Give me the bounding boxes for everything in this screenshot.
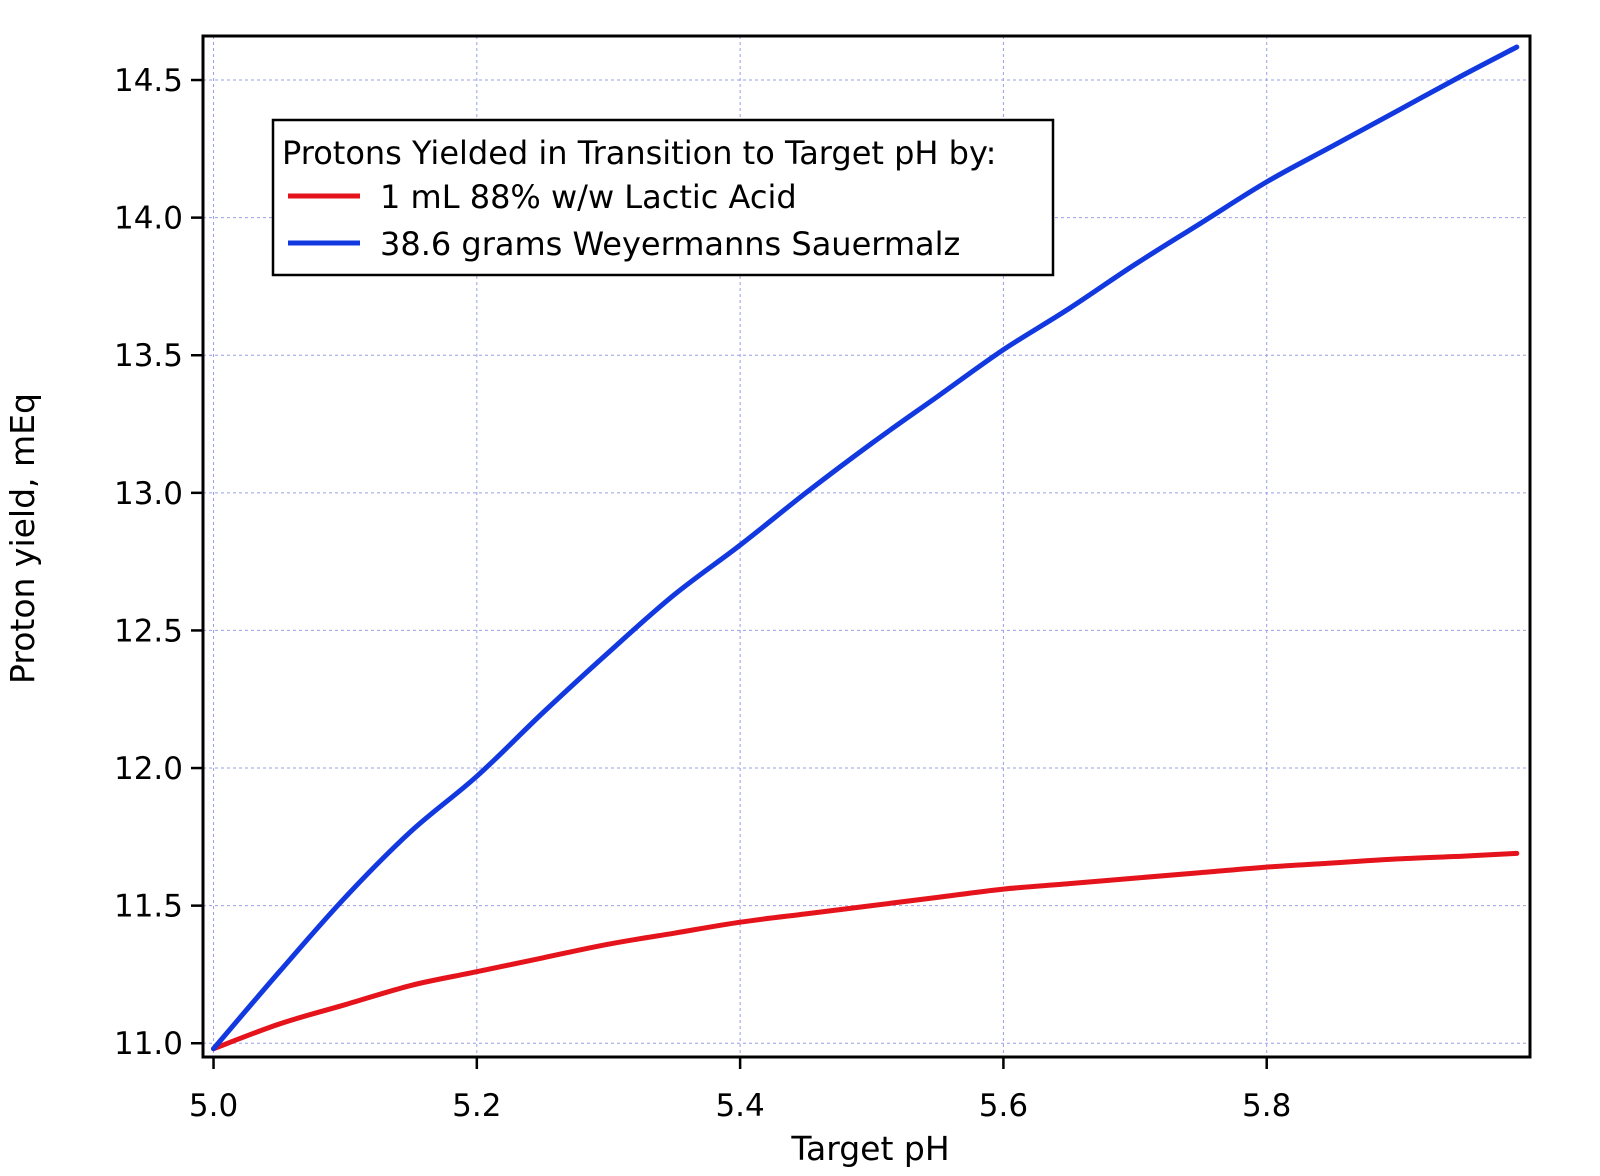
y-tick-label: 11.0 [114,1026,183,1062]
x-tick-label: 5.0 [189,1088,238,1124]
series-line-1 [211,850,1520,1052]
y-tick-label: 13.0 [114,476,183,512]
series-layer [211,44,1520,1052]
y-tick-label: 14.5 [114,63,183,99]
y-tick-label: 14.0 [114,201,183,237]
tick-marks [191,78,1268,1069]
legend-title: Protons Yielded in Transition to Target … [282,134,996,172]
plot-frame [201,34,1532,1059]
x-axis-label: Target pH [790,1129,949,1168]
x-tick-label: 5.2 [452,1088,501,1124]
y-tick-label: 12.5 [114,613,183,649]
x-tick-label: 5.6 [979,1088,1028,1124]
legend: Protons Yielded in Transition to Target … [271,118,1055,277]
legend-box [271,118,1055,277]
y-tick-label: 11.5 [114,889,183,925]
y-tick-label: 12.0 [114,751,183,787]
series-line-2 [211,44,1520,1052]
y-axis-label: Proton yield, mEq [3,393,42,684]
legend-items: 1 mL 88% w/w Lactic Acid 38.6 grams Weyer… [288,178,960,263]
legend-entry-1: 1 mL 88% w/w Lactic Acid [380,178,797,216]
y-tick-label: 13.5 [114,338,183,374]
x-tick-label: 5.4 [715,1088,764,1124]
tick-labels: 5.0 5.2 5.4 5.6 5.8 11.0 11.5 12.0 12.5 13.0 13.5 1… [114,63,1291,1124]
legend-entry-2: 38.6 grams Weyermanns Sauermalz [380,225,960,263]
x-tick-label: 5.8 [1242,1088,1291,1124]
